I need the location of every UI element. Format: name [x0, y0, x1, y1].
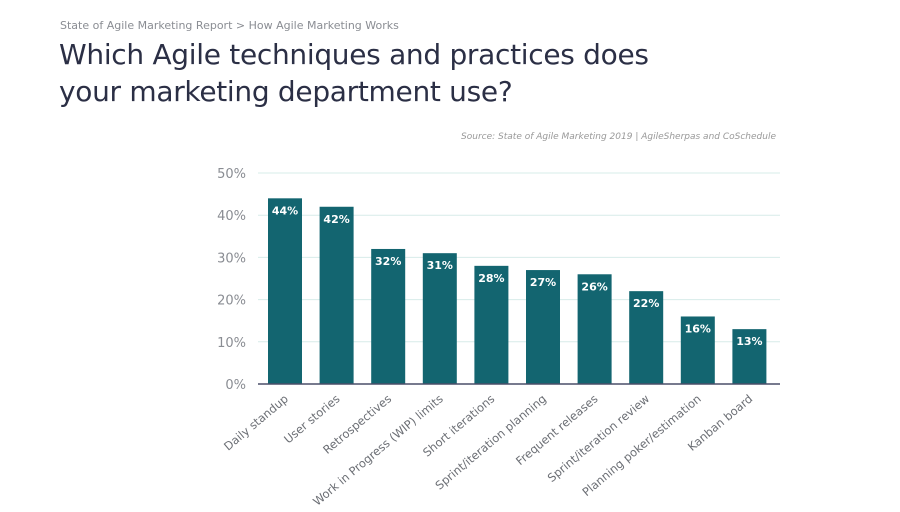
x-tick-label: Sprint/iteration review [545, 392, 652, 485]
bar [526, 270, 560, 384]
data-label: 42% [323, 213, 349, 226]
data-label: 26% [581, 280, 607, 293]
bar [422, 253, 457, 384]
y-tick-label: 20% [217, 294, 246, 309]
bar [319, 206, 354, 384]
data-label: 31% [427, 259, 453, 272]
y-tick-label: 10% [217, 336, 246, 351]
data-label: 28% [478, 272, 504, 285]
y-tick-label: 40% [217, 209, 246, 224]
bar [577, 274, 612, 384]
chart-source: Source: State of Agile Marketing 2019 | … [461, 132, 776, 142]
data-label: 16% [685, 322, 711, 335]
bar [680, 316, 715, 384]
data-label: 27% [530, 276, 556, 289]
y-tick-label: 50% [217, 167, 246, 182]
data-label: 44% [272, 204, 298, 217]
x-tick-label: Daily standup [221, 392, 291, 454]
page-title: Which Agile techniques and practices doe… [59, 36, 649, 110]
title-line-1: Which Agile techniques and practices doe… [59, 38, 649, 71]
y-tick-label: 0% [225, 378, 246, 393]
bar [732, 329, 767, 384]
title-line-2: your marketing department use? [59, 75, 513, 108]
breadcrumb: State of Agile Marketing Report > How Ag… [60, 19, 399, 32]
bar [268, 198, 302, 384]
y-tick-label: 30% [217, 251, 246, 266]
bar [371, 248, 406, 384]
bar [629, 291, 664, 384]
bar [474, 265, 509, 384]
data-label: 32% [375, 255, 401, 268]
data-label: 13% [736, 335, 762, 348]
data-label: 22% [633, 297, 659, 310]
